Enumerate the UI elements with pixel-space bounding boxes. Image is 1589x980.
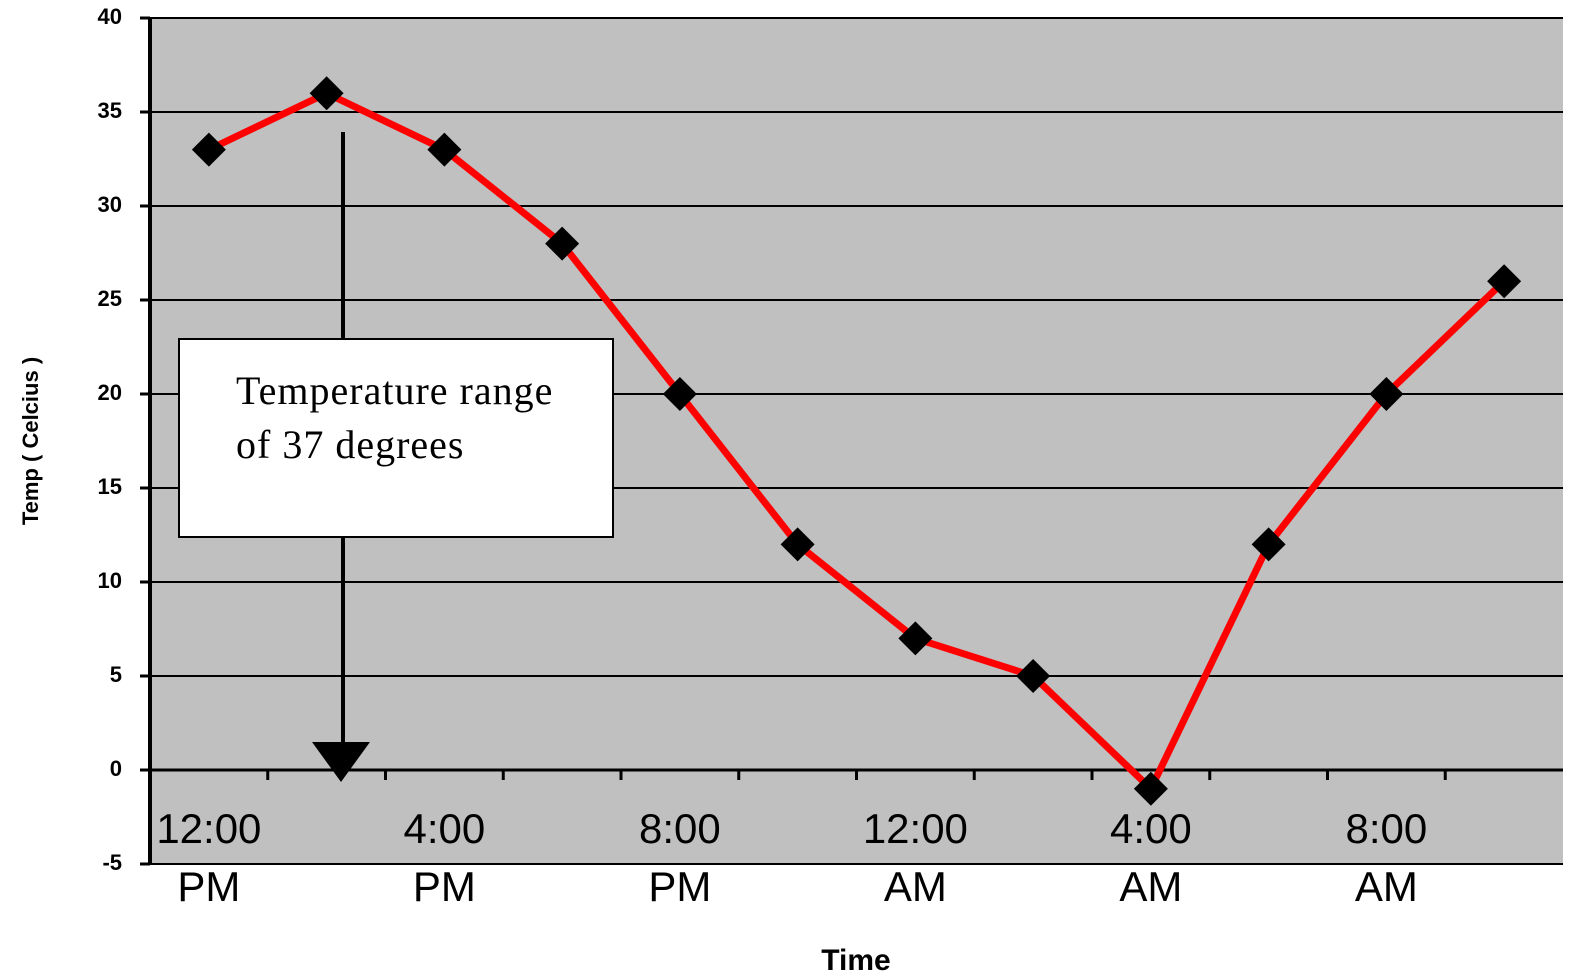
x-tick-label: 4:00 PM xyxy=(404,805,486,910)
series-line xyxy=(207,89,1507,795)
data-point xyxy=(427,132,462,167)
data-point xyxy=(1016,659,1051,693)
y-tick-label: 15 xyxy=(98,474,122,499)
data-point xyxy=(1133,771,1168,806)
y-tick-label: 5 xyxy=(110,662,122,687)
data-point xyxy=(1251,527,1286,562)
y-tick-label: 35 xyxy=(98,98,122,123)
x-axis-title: Time xyxy=(821,944,890,977)
y-tick-label: 10 xyxy=(98,568,122,593)
x-tick-label: 12:00 PM xyxy=(156,805,261,910)
y-tick-label: 30 xyxy=(98,192,122,217)
data-point xyxy=(662,377,697,411)
data-point xyxy=(780,527,815,562)
data-point xyxy=(309,76,344,111)
y-axis-title: Temp ( Celcius ) xyxy=(18,357,43,525)
y-tick-label: -5 xyxy=(102,850,122,875)
y-tick-label: 25 xyxy=(98,286,122,311)
annotation-arrowhead xyxy=(312,742,370,782)
x-tick-label: 12:00 AM xyxy=(863,805,968,910)
data-point xyxy=(898,621,933,656)
data-point xyxy=(1487,264,1522,299)
x-tick-label: 8:00 PM xyxy=(639,805,721,910)
x-tick-label: 4:00 AM xyxy=(1110,805,1192,910)
x-tick-label: 8:00 AM xyxy=(1346,805,1428,910)
y-tick-label: 20 xyxy=(98,380,122,405)
data-point xyxy=(1369,377,1404,411)
y-tick-label: 0 xyxy=(110,756,122,781)
y-tick-label: 40 xyxy=(98,4,122,29)
annotation: Temperature range of 37 degrees xyxy=(178,338,614,538)
data-point xyxy=(545,226,580,261)
data-point xyxy=(191,132,226,167)
